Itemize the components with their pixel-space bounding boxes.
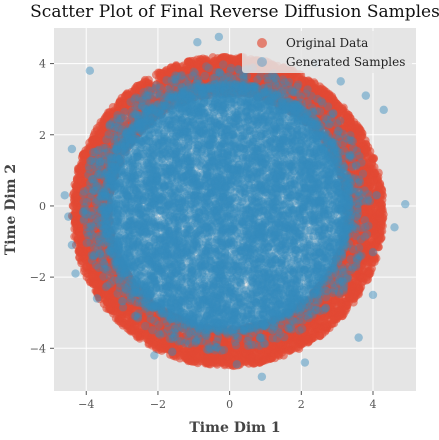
scatter-chart: Original DataGenerated Samples Scatter P… [0,0,439,435]
chart-svg: Original DataGenerated Samples Scatter P… [0,0,439,435]
